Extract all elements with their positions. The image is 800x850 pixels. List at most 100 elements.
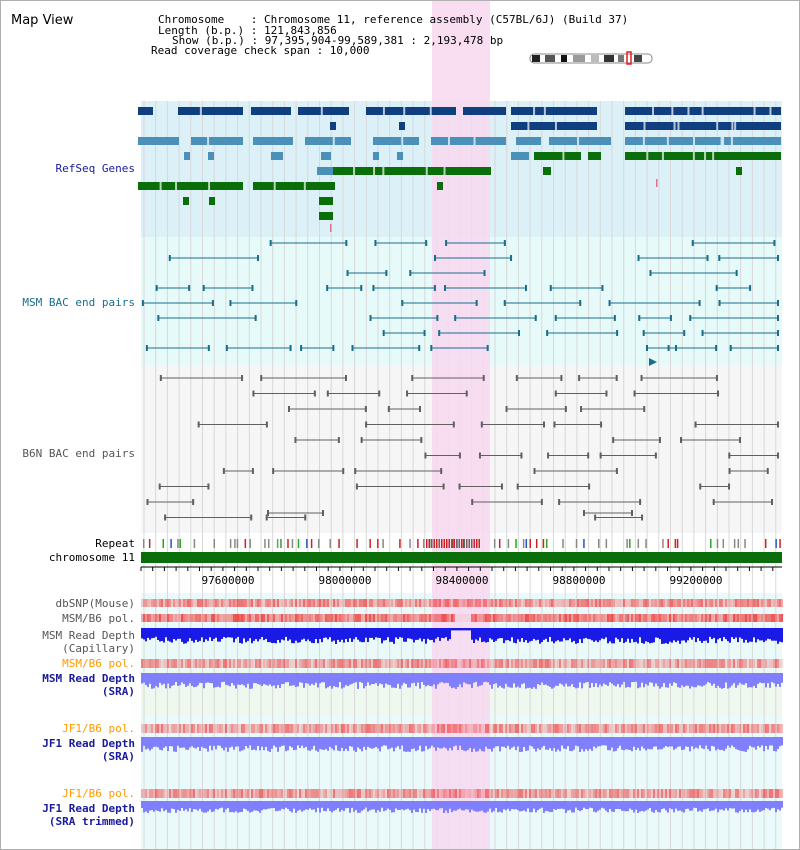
- gene-feature[interactable]: [138, 137, 179, 145]
- depth-bar: [281, 801, 283, 809]
- track-label-msm-b6-pol-1[interactable]: MSM/B6 pol.: [62, 612, 135, 625]
- heat-cell: [499, 789, 501, 798]
- track-label-msm-depth-cap[interactable]: MSM Read Depth: [42, 629, 135, 642]
- track-label-jf1-b6-pol-1[interactable]: JF1/B6 pol.: [62, 722, 135, 735]
- heat-cell: [171, 789, 173, 798]
- heat-cell: [561, 724, 563, 733]
- gene-feature[interactable]: [138, 182, 243, 190]
- heat-cell: [749, 659, 751, 668]
- gene-feature[interactable]: [736, 167, 742, 175]
- gene-feature[interactable]: [319, 212, 333, 220]
- depth-bar: [331, 628, 333, 642]
- track-label-b6n-bac[interactable]: B6N BAC end pairs: [22, 447, 135, 460]
- gene-feature[interactable]: [251, 107, 291, 115]
- gene-feature[interactable]: [543, 167, 551, 175]
- gene-feature[interactable]: [183, 197, 189, 205]
- jf1-trimmed-depth-track[interactable]: [141, 801, 783, 813]
- depth-bar: [181, 737, 183, 748]
- msm-bac-pairs[interactable]: [141, 240, 779, 366]
- gene-feature[interactable]: [366, 107, 456, 115]
- depth-bar: [515, 628, 517, 644]
- gene-feature[interactable]: [516, 137, 541, 145]
- depth-bar: [303, 801, 305, 811]
- b6n-bac-pairs[interactable]: [146, 375, 779, 521]
- heat-cell: [365, 614, 367, 622]
- track-label-jf1-depth-trim[interactable]: JF1 Read Depth: [42, 802, 135, 815]
- track-label-msm-bac[interactable]: MSM BAC end pairs: [22, 296, 135, 309]
- heat-cell: [459, 724, 461, 733]
- depth-bar: [721, 673, 723, 689]
- heat-cell: [511, 599, 513, 607]
- dbsnp-heat-track[interactable]: [141, 599, 783, 607]
- refseq-gene-features[interactable]: [138, 107, 781, 232]
- depth-bar: [567, 673, 569, 687]
- gene-feature[interactable]: [184, 152, 190, 160]
- track-label-repeat[interactable]: Repeat: [95, 537, 135, 550]
- track-label-msm-b6-pol-2[interactable]: MSM/B6 pol.: [62, 657, 135, 670]
- gene-feature[interactable]: [321, 152, 331, 160]
- gene-feature[interactable]: [178, 107, 243, 115]
- gene-feature[interactable]: [625, 152, 781, 160]
- gene-feature[interactable]: [511, 122, 597, 130]
- gene-feature[interactable]: [319, 197, 333, 205]
- gene-feature[interactable]: [431, 137, 506, 145]
- gene-feature[interactable]: [397, 152, 403, 160]
- gene-feature[interactable]: [373, 152, 379, 160]
- gene-feature[interactable]: [511, 107, 597, 115]
- jf1-sra-depth-track[interactable]: [141, 737, 783, 752]
- gene-gap: [716, 122, 719, 130]
- heat-cell: [407, 599, 409, 607]
- msm-b6-pol-heat-track[interactable]: [141, 614, 783, 622]
- msm-sra-depth-track[interactable]: [141, 673, 783, 689]
- gene-feature[interactable]: [317, 167, 333, 175]
- repeat-mark: [764, 539, 767, 548]
- depth-bar: [495, 673, 497, 684]
- gene-feature[interactable]: [305, 137, 351, 145]
- msm-capillary-depth-track[interactable]: [141, 628, 783, 644]
- gene-feature[interactable]: [549, 137, 611, 145]
- gene-feature[interactable]: [588, 152, 601, 160]
- gene-feature[interactable]: [399, 122, 405, 130]
- gene-feature[interactable]: [209, 197, 215, 205]
- gene-feature[interactable]: [437, 182, 443, 190]
- jf1-b6-pol-trim-heat-track[interactable]: [141, 789, 783, 798]
- gene-feature[interactable]: [298, 107, 349, 115]
- track-label-jf1-depth-sra[interactable]: JF1 Read Depth: [42, 737, 135, 750]
- bac-end: [649, 358, 657, 366]
- track-label-msm-depth-sra[interactable]: MSM Read Depth: [42, 672, 135, 685]
- heat-cell: [159, 724, 161, 733]
- depth-bar: [619, 801, 621, 810]
- depth-bar: [769, 673, 771, 688]
- depth-bar: [717, 801, 719, 813]
- gene-feature[interactable]: [625, 122, 781, 130]
- chromosome-bar[interactable]: [141, 552, 782, 563]
- track-label-refseq[interactable]: RefSeq Genes: [56, 162, 135, 175]
- gene-feature[interactable]: [253, 182, 335, 190]
- gene-feature[interactable]: [191, 137, 243, 145]
- heat-cell: [349, 614, 351, 622]
- track-label-jf1-b6-pol-2[interactable]: JF1/B6 pol.: [62, 787, 135, 800]
- repeat-track[interactable]: [143, 539, 781, 548]
- gene-feature[interactable]: [208, 152, 214, 160]
- gene-feature[interactable]: [463, 107, 506, 115]
- depth-bar: [739, 737, 741, 751]
- gene-feature[interactable]: [138, 107, 153, 115]
- gene-feature[interactable]: [534, 152, 581, 160]
- heat-cell: [559, 599, 561, 607]
- gene-feature[interactable]: [511, 152, 529, 160]
- gene-feature[interactable]: [253, 137, 293, 145]
- gene-feature[interactable]: [625, 137, 781, 145]
- gene-feature[interactable]: [330, 122, 336, 130]
- msm-b6-pol-sra-heat-track[interactable]: [141, 659, 783, 668]
- jf1-b6-pol-heat-track[interactable]: [141, 724, 783, 733]
- gene-feature[interactable]: [373, 137, 419, 145]
- track-label-dbsnp[interactable]: dbSNP(Mouse): [56, 597, 135, 610]
- gene-feature[interactable]: [271, 152, 283, 160]
- depth-bar: [389, 673, 391, 685]
- gene-feature[interactable]: [333, 167, 491, 175]
- heat-cell: [733, 599, 735, 607]
- chromosome-ideogram[interactable]: [529, 51, 653, 65]
- depth-bar: [251, 673, 253, 689]
- track-label-chromosome[interactable]: chromosome 11: [49, 551, 135, 564]
